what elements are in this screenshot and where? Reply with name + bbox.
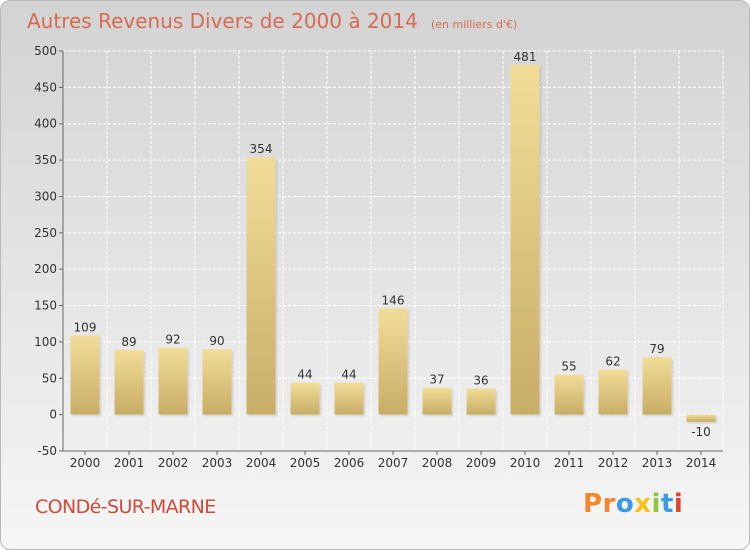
data-label: 44 bbox=[341, 368, 356, 382]
logo-letter: P bbox=[583, 489, 603, 519]
bar bbox=[114, 349, 144, 415]
data-label: 354 bbox=[250, 142, 273, 156]
y-tick-label: 50 bbox=[42, 371, 57, 385]
bar bbox=[202, 349, 232, 415]
data-label: 481 bbox=[514, 50, 537, 64]
logo-letter: i bbox=[673, 489, 684, 519]
data-label: 36 bbox=[473, 373, 488, 387]
x-tick-label: 2008 bbox=[422, 456, 453, 470]
bar bbox=[422, 387, 452, 415]
y-tick-label: 150 bbox=[34, 299, 57, 313]
commune-name: CONDé-SUR-MARNE bbox=[35, 496, 216, 518]
bar bbox=[598, 369, 628, 415]
logo-letter: x bbox=[634, 489, 652, 519]
bar bbox=[554, 374, 584, 415]
bar bbox=[70, 335, 100, 415]
y-tick-label: 400 bbox=[34, 117, 57, 131]
data-label: 44 bbox=[297, 368, 312, 382]
y-tick-label: 450 bbox=[34, 80, 57, 94]
bar bbox=[466, 388, 496, 415]
x-tick-label: 2011 bbox=[554, 456, 585, 470]
bar bbox=[510, 64, 540, 415]
x-tick-label: 2002 bbox=[158, 456, 189, 470]
bars bbox=[70, 64, 718, 424]
axes: -50 0 50 100 150 200 250 300 350 400 450 500 2000 200… bbox=[34, 44, 723, 470]
proxiti-logo[interactable]: Proxiti bbox=[583, 489, 683, 519]
x-tick-label: 2007 bbox=[378, 456, 409, 470]
data-labels: 109 89 92 90 354 44 44 146 37 36 481 55 62 79 -10 bbox=[74, 50, 711, 439]
y-tick-label: 200 bbox=[34, 262, 57, 276]
bar bbox=[642, 357, 672, 415]
bar bbox=[246, 157, 276, 415]
x-tick-label: 2004 bbox=[246, 456, 277, 470]
y-tick-label: 0 bbox=[49, 408, 57, 422]
y-tick-label: 300 bbox=[34, 189, 57, 203]
logo-letter: r bbox=[602, 489, 616, 519]
logo-letter: t bbox=[660, 489, 674, 519]
y-tick-label: 350 bbox=[34, 153, 57, 167]
data-label: 89 bbox=[121, 335, 136, 349]
x-tick-label: 2001 bbox=[114, 456, 145, 470]
data-label: 90 bbox=[209, 334, 224, 348]
bar bbox=[686, 414, 716, 422]
data-label: 146 bbox=[382, 293, 405, 307]
logo-letter: i bbox=[651, 489, 661, 519]
x-tick-label: 2005 bbox=[290, 456, 321, 470]
x-tick-label: 2003 bbox=[202, 456, 233, 470]
x-tick-label: 2000 bbox=[70, 456, 101, 470]
data-label: -10 bbox=[691, 425, 711, 439]
logo-letter: o bbox=[615, 489, 635, 519]
x-tick-label: 2009 bbox=[466, 456, 497, 470]
x-tick-label: 2012 bbox=[598, 456, 629, 470]
x-tick-label: 2010 bbox=[510, 456, 541, 470]
data-label: 62 bbox=[605, 355, 620, 369]
data-label: 79 bbox=[649, 342, 664, 356]
x-tick-label: 2006 bbox=[334, 456, 365, 470]
y-tick-label: 100 bbox=[34, 335, 57, 349]
bar bbox=[334, 382, 364, 415]
y-tick-label: 500 bbox=[34, 44, 57, 58]
chart-title: Autres Revenus Divers de 2000 à 2014 (en… bbox=[27, 9, 517, 33]
y-tick-label: -50 bbox=[37, 444, 57, 458]
x-tick-label: 2013 bbox=[642, 456, 673, 470]
data-label: 55 bbox=[561, 360, 576, 374]
data-label: 37 bbox=[429, 373, 444, 387]
x-tick-label: 2014 bbox=[686, 456, 717, 470]
bar bbox=[158, 347, 188, 415]
data-label: 92 bbox=[165, 333, 180, 347]
y-tick-label: 250 bbox=[34, 226, 57, 240]
bar bbox=[290, 382, 320, 415]
data-label: 109 bbox=[74, 320, 97, 334]
chart-title-text: Autres Revenus Divers de 2000 à 2014 bbox=[27, 9, 418, 33]
chart-unit: (en milliers d'€) bbox=[430, 18, 518, 31]
bar bbox=[378, 308, 408, 415]
